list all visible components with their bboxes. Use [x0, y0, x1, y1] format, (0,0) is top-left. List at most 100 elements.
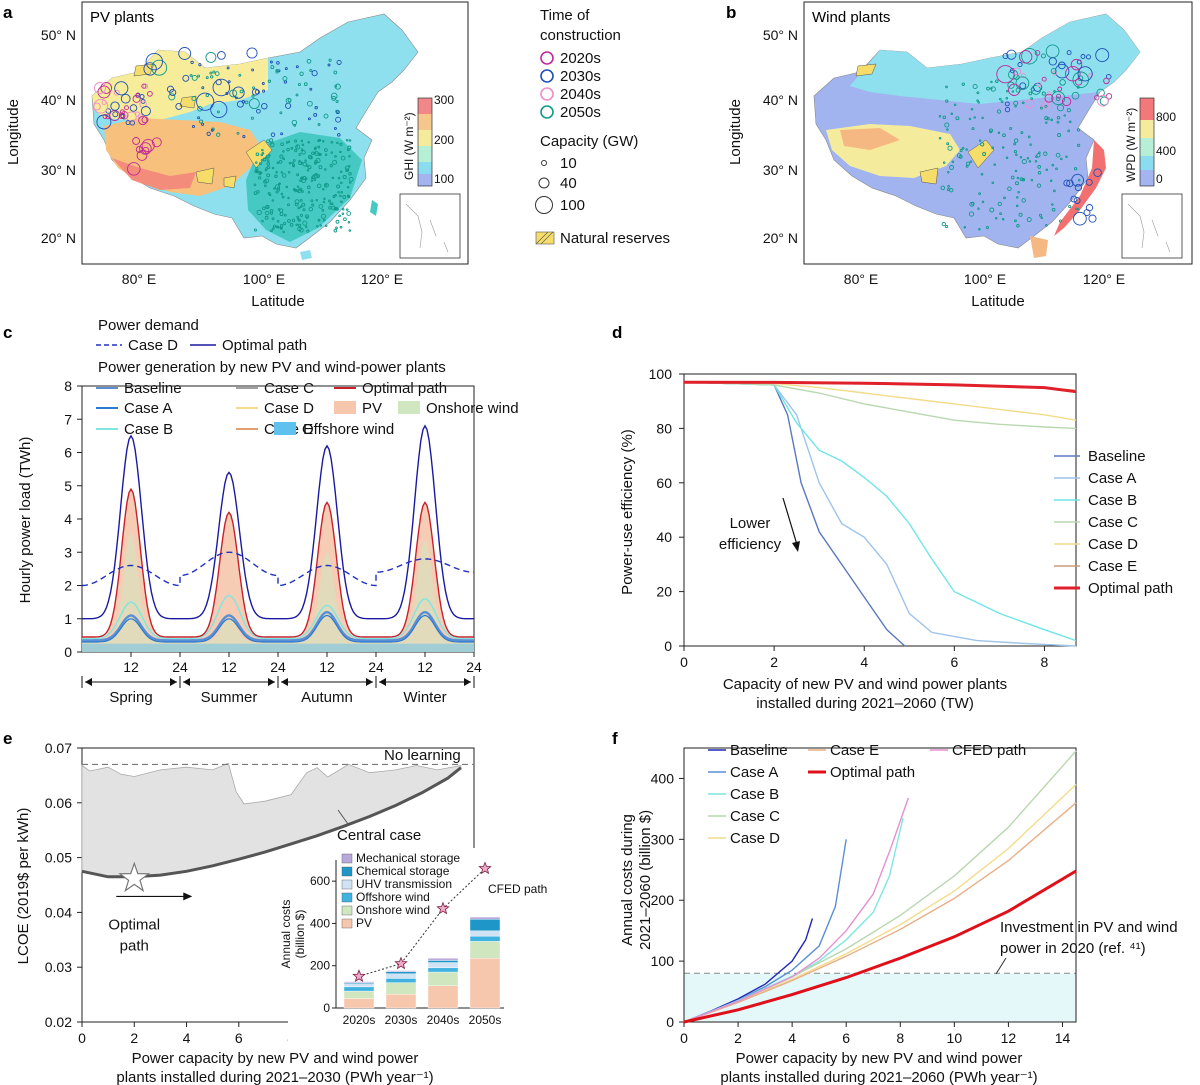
panel-b-wind-plant-marker	[1041, 76, 1047, 82]
legend-time-2030s: 2030s	[560, 68, 601, 85]
panel-a-lat-50: 50° N	[41, 27, 76, 43]
panel-b-wind-plant-marker	[1004, 106, 1011, 113]
panel-a-pv-plant-marker	[331, 95, 337, 101]
panel-f-legend-label: Baseline	[730, 742, 788, 759]
panel-e-inset-bar-onshore-wind	[343, 990, 375, 999]
panel-d-series-case-b	[683, 381, 1077, 642]
panel-c-legend-swatch	[398, 401, 420, 414]
panel-a-pv-plant-marker	[314, 106, 318, 110]
panel-e-inset-legend-label: UHV transmission	[356, 877, 452, 891]
panel-a-pv-plant-marker	[94, 82, 106, 94]
panel-f-ylabel-2: 2021–2060 (billion $)	[637, 810, 654, 950]
panel-a-pv-plant-marker	[345, 208, 349, 211]
panel-b-wind-plant-marker	[1073, 197, 1081, 204]
panel-a-pv-plant-marker	[300, 148, 304, 151]
panel-e-inset-bar-offshore-wind	[385, 978, 417, 983]
panel-b-wind-plant-marker	[1045, 224, 1048, 227]
panel-a-pv-plant-marker	[348, 181, 352, 184]
panel-b-wind-plant-marker	[1015, 204, 1019, 208]
panel-a-pv-plant-marker	[302, 161, 307, 167]
panel-a-pv-plant-marker	[302, 220, 308, 226]
panel-a-pv-plant-marker	[271, 199, 275, 202]
panel-a-pv-plant-marker	[334, 155, 337, 158]
panel-a-pv-plant-marker	[141, 83, 147, 89]
panel-d-series-baseline	[683, 381, 906, 647]
panel-e-inset-bar-mechanical-storage	[427, 958, 459, 961]
panel-e-inset-bar-pv	[427, 985, 459, 1009]
panel-e-xtick-label: 4	[183, 1030, 191, 1046]
panel-c-case-a-line	[82, 614, 474, 643]
panel-b-wind-plant-marker	[1066, 50, 1072, 56]
panel-c-xtick-label: 24	[466, 659, 482, 675]
panel-a-pv-plant-marker	[264, 184, 267, 188]
panel-b-wind-plant-marker	[997, 131, 1001, 135]
panel-e-inset-bar-chemical-storage	[469, 919, 501, 932]
panel-b-wind-plant-marker	[996, 109, 1002, 114]
panel-b-wind-plant-marker	[1065, 155, 1068, 159]
panel-e-ytick-label: 0.06	[45, 795, 72, 811]
panel-a-pv-plant-marker	[339, 194, 342, 198]
panel-e-inset-cfed-star	[394, 956, 408, 970]
panel-b-wind-plant-marker	[1055, 167, 1058, 171]
panel-a-pv-plant-marker	[277, 208, 281, 211]
panel-b-ylabel: Longitude	[727, 99, 744, 165]
panel-a-pv-plant-marker	[272, 224, 277, 228]
panel-a-pv-plant-marker	[334, 84, 338, 88]
panel-b-wind-plant-marker	[1039, 106, 1043, 110]
panel-b-wind-plant-marker	[1088, 214, 1097, 223]
panel-b-lat-50: 50° N	[763, 27, 798, 43]
panel-b-wind-plant-marker	[1021, 159, 1027, 165]
panel-b-wind-plant-marker	[1021, 47, 1038, 65]
panel-b-wind-plant-marker	[950, 112, 954, 116]
panel-b-wind-plant-marker	[981, 116, 984, 120]
panel-e: e 0.020.030.040.050.060.0702468101214No …	[3, 729, 547, 1085]
panel-a-pv-plant-marker	[306, 185, 311, 190]
legend-capacity-100-marker	[535, 196, 553, 214]
panel-a-pv-plant-marker	[330, 140, 334, 144]
panel-a-pv-plant-marker	[232, 86, 245, 99]
panel-a-pv-plant-marker	[324, 184, 328, 187]
panel-e-ytick-label: 0.05	[45, 850, 72, 866]
panel-e-inset-legend-swatch	[341, 879, 353, 890]
panel-a: a PV plants 300 200	[3, 1, 469, 310]
panel-a-pv-plant-marker	[261, 82, 265, 85]
panel-b-wind-plant-marker	[946, 142, 950, 146]
panel-b-cbar-label: WPD (W m⁻²)	[1124, 108, 1138, 182]
panel-a-pv-plant-marker	[270, 65, 275, 70]
panel-a-pv-plant-marker	[270, 132, 276, 137]
panel-a-pv-plant-marker	[140, 106, 151, 117]
panel-a-pv-plant-marker	[268, 193, 272, 197]
panel-a-pv-plant-marker	[296, 173, 300, 177]
panel-a-inset-sea-map	[399, 193, 461, 259]
panel-e-central-case-line	[81, 766, 462, 879]
panel-b-wind-plant-marker	[942, 115, 947, 120]
panel-b-wind-plant-marker	[1001, 218, 1005, 221]
panel-a-pv-plant-marker	[261, 219, 264, 223]
panel-a-pv-plant-marker	[321, 209, 325, 212]
panel-b-wind-plant-marker	[1013, 100, 1019, 106]
panel-b-wind-plant-marker	[1057, 86, 1063, 92]
panel-a-pv-plant-marker	[338, 214, 341, 218]
panel-e-inset-bar-uhv-transmission	[427, 962, 459, 969]
panel-a-pv-plant-marker	[151, 59, 168, 76]
panel-a-pv-plant-marker	[274, 174, 278, 178]
panel-b-wind-plant-marker	[1080, 54, 1086, 59]
panel-f-investment-leader	[995, 957, 1007, 975]
panel-d-legend-label: Case E	[1088, 558, 1137, 575]
panel-c-season-arrow-left	[85, 678, 92, 686]
panel-a-pv-plant-marker	[281, 173, 287, 178]
panel-a-pv-plant-marker	[282, 157, 285, 161]
panel-a-south-teal	[246, 132, 362, 242]
panel-a-pv-plant-marker	[328, 58, 332, 62]
panel-a-pv-plant-marker	[253, 183, 257, 187]
panel-a-pv-plant-marker	[339, 181, 343, 185]
panel-a-pv-plant-marker	[330, 151, 333, 154]
panel-a-pv-plant-marker	[182, 74, 190, 82]
panel-e-xtick-label: 0	[78, 1030, 86, 1046]
panel-a-pv-plant-marker	[291, 218, 296, 223]
panel-e-inset-legend-swatch	[341, 918, 353, 929]
panel-b-wind-plant-marker	[945, 85, 948, 89]
panel-a-pv-plant-marker	[280, 192, 284, 196]
panel-a-lat-40: 40° N	[41, 92, 76, 108]
